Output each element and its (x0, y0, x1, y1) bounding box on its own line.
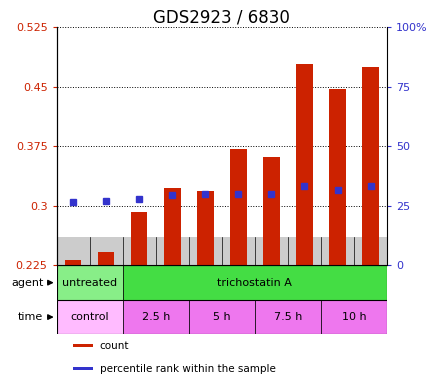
Bar (230, 149, 246, 265)
Bar (254, 300, 320, 334)
Bar (320, 237, 353, 265)
Bar (98, 252, 114, 265)
Bar (254, 237, 287, 265)
Bar (263, 157, 279, 265)
Text: 10 h: 10 h (341, 312, 365, 322)
Bar (89, 237, 122, 265)
Bar (164, 187, 180, 265)
Bar (329, 89, 345, 265)
Bar (122, 237, 155, 265)
Text: percentile rank within the sample: percentile rank within the sample (99, 364, 275, 374)
Bar (362, 67, 378, 265)
Bar (155, 237, 188, 265)
Text: control: control (70, 312, 108, 322)
Bar (353, 237, 386, 265)
Text: agent: agent (11, 278, 43, 288)
Bar (122, 265, 386, 300)
Bar (131, 212, 147, 265)
Text: count: count (99, 341, 129, 351)
Bar (56, 265, 122, 300)
Bar (73, 367, 93, 370)
Text: trichostatin A: trichostatin A (217, 278, 292, 288)
Bar (56, 300, 122, 334)
Bar (221, 237, 254, 265)
Bar (188, 237, 221, 265)
Bar (56, 237, 89, 265)
Bar (73, 344, 93, 347)
Bar (287, 237, 320, 265)
Bar (320, 300, 386, 334)
Text: 2.5 h: 2.5 h (141, 312, 170, 322)
Title: GDS2923 / 6830: GDS2923 / 6830 (153, 9, 289, 27)
Bar (197, 192, 213, 265)
Text: time: time (18, 312, 43, 322)
Text: untreated: untreated (62, 278, 117, 288)
Bar (65, 260, 81, 265)
Text: 7.5 h: 7.5 h (273, 312, 302, 322)
Bar (122, 300, 188, 334)
Bar (296, 64, 312, 265)
Bar (188, 300, 254, 334)
Text: 5 h: 5 h (213, 312, 230, 322)
